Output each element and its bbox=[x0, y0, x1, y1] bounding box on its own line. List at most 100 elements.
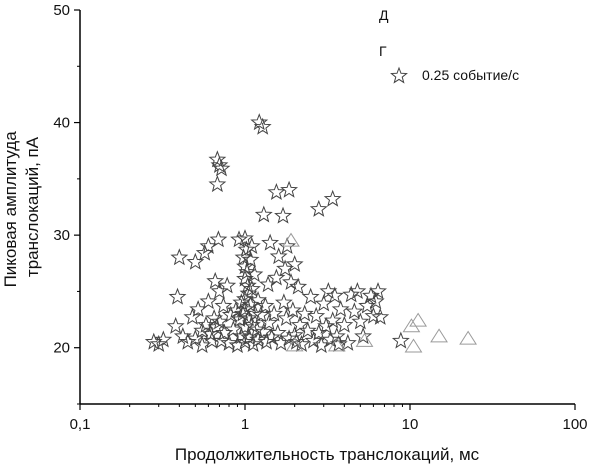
star-point bbox=[210, 312, 229, 330]
star-point bbox=[193, 321, 212, 339]
legend-text-1: Д bbox=[379, 7, 389, 23]
star-point bbox=[369, 282, 387, 300]
star-point bbox=[282, 273, 300, 291]
star-point bbox=[323, 189, 342, 207]
star-point bbox=[345, 302, 364, 320]
star-point bbox=[201, 324, 220, 342]
star-point bbox=[309, 199, 328, 217]
star-point bbox=[186, 329, 205, 347]
star-point bbox=[249, 291, 268, 309]
y-tick-label: 50 bbox=[53, 2, 70, 19]
legend-text-3: 0.25 событие/с bbox=[422, 67, 519, 83]
star-point bbox=[206, 271, 225, 289]
legend: Д Г 0.25 событие/с bbox=[368, 4, 568, 96]
x-tick-label: 0,1 bbox=[70, 416, 91, 433]
star-point bbox=[329, 334, 348, 352]
star-point bbox=[391, 331, 410, 349]
star-point bbox=[366, 292, 385, 310]
star-point bbox=[212, 159, 231, 177]
star-point bbox=[274, 206, 292, 224]
star-point bbox=[245, 265, 264, 283]
star-point bbox=[348, 282, 367, 300]
star-point bbox=[253, 117, 272, 135]
star-point bbox=[257, 332, 276, 350]
star-point bbox=[278, 236, 297, 255]
star-point bbox=[242, 279, 261, 297]
star-point bbox=[199, 292, 218, 310]
star-point bbox=[261, 233, 280, 251]
star-point bbox=[166, 316, 185, 334]
y-axis-title-line-1: Пиковая амплитуда bbox=[1, 131, 20, 288]
star-point bbox=[208, 150, 227, 168]
star-point bbox=[331, 300, 350, 318]
star-point bbox=[154, 330, 173, 348]
star-point bbox=[170, 248, 189, 266]
star-point bbox=[283, 301, 302, 319]
star-point bbox=[321, 330, 340, 348]
star-point bbox=[358, 296, 377, 314]
star-point bbox=[197, 315, 215, 333]
star-point bbox=[338, 333, 357, 351]
star-point bbox=[301, 287, 320, 305]
star-point bbox=[149, 334, 168, 352]
star-point bbox=[236, 300, 254, 318]
star-point bbox=[193, 336, 212, 354]
y-tick-label: 20 bbox=[53, 340, 70, 357]
star-point bbox=[230, 310, 249, 328]
star-point bbox=[236, 229, 254, 247]
triangle-point bbox=[327, 337, 346, 352]
star-point bbox=[295, 304, 314, 322]
star-point bbox=[354, 327, 373, 345]
star-point bbox=[244, 334, 263, 352]
star-point bbox=[325, 286, 344, 304]
y-tick-label: 40 bbox=[53, 115, 70, 132]
star-point bbox=[289, 277, 308, 295]
star-point bbox=[241, 250, 260, 268]
star-point bbox=[236, 332, 254, 350]
star-point bbox=[183, 307, 202, 325]
triangle-point bbox=[282, 232, 300, 247]
star-point bbox=[228, 336, 247, 354]
x-tick-label: 10 bbox=[402, 416, 419, 433]
star-point bbox=[342, 285, 361, 303]
triangle-point bbox=[459, 330, 478, 345]
star-point bbox=[214, 296, 233, 314]
star-point bbox=[265, 304, 283, 322]
star-point bbox=[254, 205, 273, 223]
triangle-point bbox=[404, 338, 423, 353]
star-point bbox=[210, 155, 229, 173]
star-point bbox=[256, 296, 275, 314]
y-axis-title: Пиковая амплитуда транслокаций, пА bbox=[1, 127, 42, 288]
triangle-point bbox=[355, 332, 374, 347]
star-point bbox=[252, 305, 270, 323]
star-point bbox=[271, 333, 290, 351]
star-point bbox=[236, 318, 254, 336]
star-point bbox=[280, 180, 299, 198]
star-point bbox=[323, 311, 342, 329]
triangle-point bbox=[430, 328, 448, 343]
legend-text-2: Г bbox=[379, 43, 387, 59]
star-point bbox=[267, 182, 286, 200]
star-point bbox=[260, 313, 279, 331]
star-point bbox=[250, 113, 269, 131]
star-point bbox=[314, 294, 333, 312]
star-point bbox=[210, 282, 229, 300]
ticks bbox=[74, 9, 576, 410]
star-point bbox=[249, 330, 268, 348]
star-point bbox=[239, 309, 258, 327]
star-point bbox=[304, 331, 323, 349]
star-point bbox=[208, 175, 227, 193]
tick-labels: 0,1 1 10 100 20 30 40 50 bbox=[53, 2, 587, 433]
triangle-point bbox=[409, 312, 428, 327]
star-point bbox=[317, 316, 336, 334]
star-point bbox=[335, 315, 354, 333]
star-point bbox=[262, 328, 281, 346]
y-axis-title-line-2: транслокаций, пА bbox=[23, 136, 42, 277]
star-point bbox=[242, 236, 261, 255]
legend-star-shape bbox=[390, 66, 408, 84]
star-point bbox=[237, 240, 256, 258]
star-point bbox=[285, 255, 304, 273]
star-point bbox=[259, 275, 278, 293]
x-axis-title: Продолжительность транслокаций, мс bbox=[175, 445, 480, 464]
